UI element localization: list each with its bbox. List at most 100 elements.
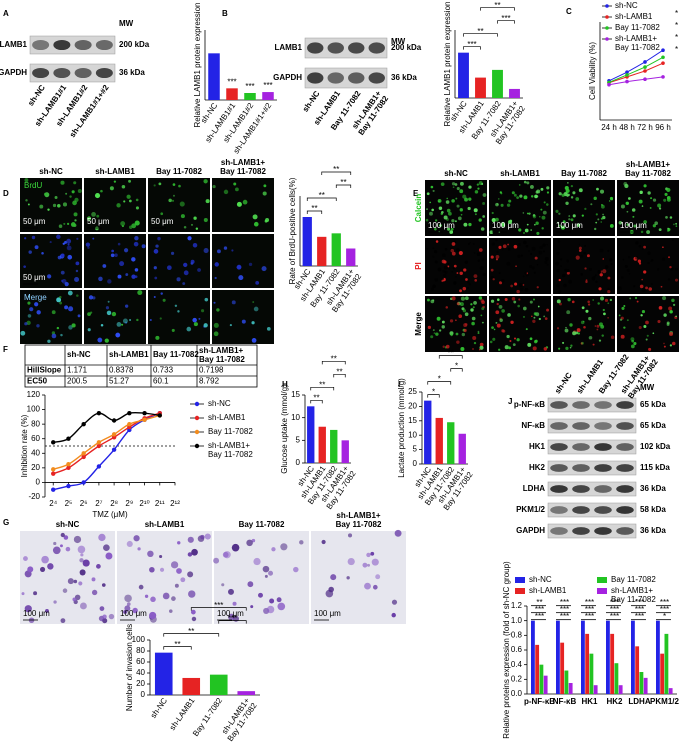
cell-dot (560, 258, 563, 261)
blot-band (572, 401, 590, 409)
bar (635, 646, 640, 694)
data-point (643, 77, 647, 82)
cell-dot (144, 594, 149, 598)
significance: ** (188, 627, 194, 636)
bar (531, 620, 535, 694)
blot-strip (304, 37, 388, 59)
cell-dot (533, 223, 536, 226)
y-tick-label: 100 (27, 405, 41, 414)
cell-dot (532, 214, 537, 219)
cell-dot (478, 296, 483, 300)
cell-dot (570, 196, 574, 199)
cell-dot (459, 289, 462, 293)
cell-dot (456, 340, 460, 344)
x-tick-label: 2⁶ (80, 499, 88, 508)
y-tick-label: 1.2 (511, 601, 523, 610)
cell-dot (635, 256, 639, 260)
cell-dot (123, 610, 128, 614)
significance-bracket (463, 33, 498, 37)
protein-label: HK2 (529, 463, 546, 472)
significance: *** (227, 77, 236, 86)
bar (660, 653, 665, 694)
cell-dot (518, 243, 521, 246)
cell-dot (596, 187, 599, 191)
cell-dot (526, 223, 529, 226)
cell-dot (160, 212, 164, 216)
cell-dot (155, 335, 160, 340)
cell-dot (498, 304, 503, 309)
cell-dot (531, 266, 535, 270)
cell-dot (454, 183, 458, 186)
cell-dot (663, 198, 667, 202)
cell-dot (124, 605, 131, 612)
cell-dot (451, 271, 454, 273)
cell-dot (426, 208, 428, 210)
blot-band (616, 527, 634, 535)
cell-dot (650, 197, 653, 200)
cell-dot (276, 597, 282, 603)
cell-dot (528, 264, 533, 269)
column-header: Bay 11-7082 (239, 520, 285, 529)
cell-dot (597, 218, 600, 221)
column-header: sh-LAMB1+ Bay 11-7082 (220, 158, 266, 176)
cell-dot (600, 217, 603, 220)
cell-dot (492, 337, 496, 341)
cell-dot (435, 332, 439, 336)
cell-dot (667, 278, 671, 281)
cell-dot (480, 298, 484, 303)
mw-label: 36 kDa (640, 526, 666, 535)
cell-dot (567, 297, 571, 302)
cell-dot (176, 277, 181, 282)
cell-dot (529, 184, 534, 189)
data-point (643, 69, 647, 73)
cell-dot (200, 534, 205, 540)
blot-band (594, 422, 612, 430)
cell-dot (131, 274, 136, 279)
cell-dot (455, 197, 458, 200)
cell-dot (607, 249, 610, 252)
significance: ** (331, 354, 337, 363)
cell-dot (585, 309, 589, 313)
cell-dot (39, 204, 44, 209)
cell-dot (466, 280, 470, 284)
cell-dot (464, 312, 469, 317)
cell-dot (101, 583, 106, 587)
lane-label: sh-NC (26, 83, 47, 108)
cell-dot (190, 223, 194, 226)
significance-bracket (480, 7, 515, 11)
table-header: sh-NC (67, 350, 91, 359)
cell-dot (645, 338, 648, 341)
cell-dot (268, 570, 274, 576)
cell-dot (66, 245, 72, 251)
cell-dot (607, 316, 609, 319)
cell-dot (105, 306, 110, 310)
blot-band (550, 464, 568, 472)
cell-dot (629, 297, 632, 300)
cell-dot (558, 192, 562, 196)
cell-dot (438, 206, 443, 211)
y-tick-label: 0.8 (511, 630, 523, 639)
cell-dot (80, 553, 84, 557)
cell-dot (94, 193, 101, 199)
cell-dot (28, 295, 31, 298)
y-tick-label: 10 (408, 430, 417, 439)
cell-dot (581, 341, 584, 345)
cell-dot (192, 317, 197, 323)
cell-dot (126, 194, 131, 199)
cell-dot (78, 581, 83, 586)
cell-dot (513, 244, 518, 249)
cell-dot (73, 181, 77, 185)
cell-dot (86, 216, 92, 221)
cell-dot (182, 282, 186, 286)
cell-dot (460, 213, 463, 216)
bar (208, 53, 220, 100)
cell-dot (597, 269, 602, 274)
cell-dot (491, 218, 496, 223)
table-row-label: EC50 (27, 377, 48, 386)
cell-dot (233, 182, 237, 186)
cell-dot (661, 257, 666, 261)
cell-dot (639, 281, 644, 285)
micrograph (212, 290, 274, 344)
cell-dot (618, 314, 621, 317)
cell-dot (588, 267, 593, 272)
